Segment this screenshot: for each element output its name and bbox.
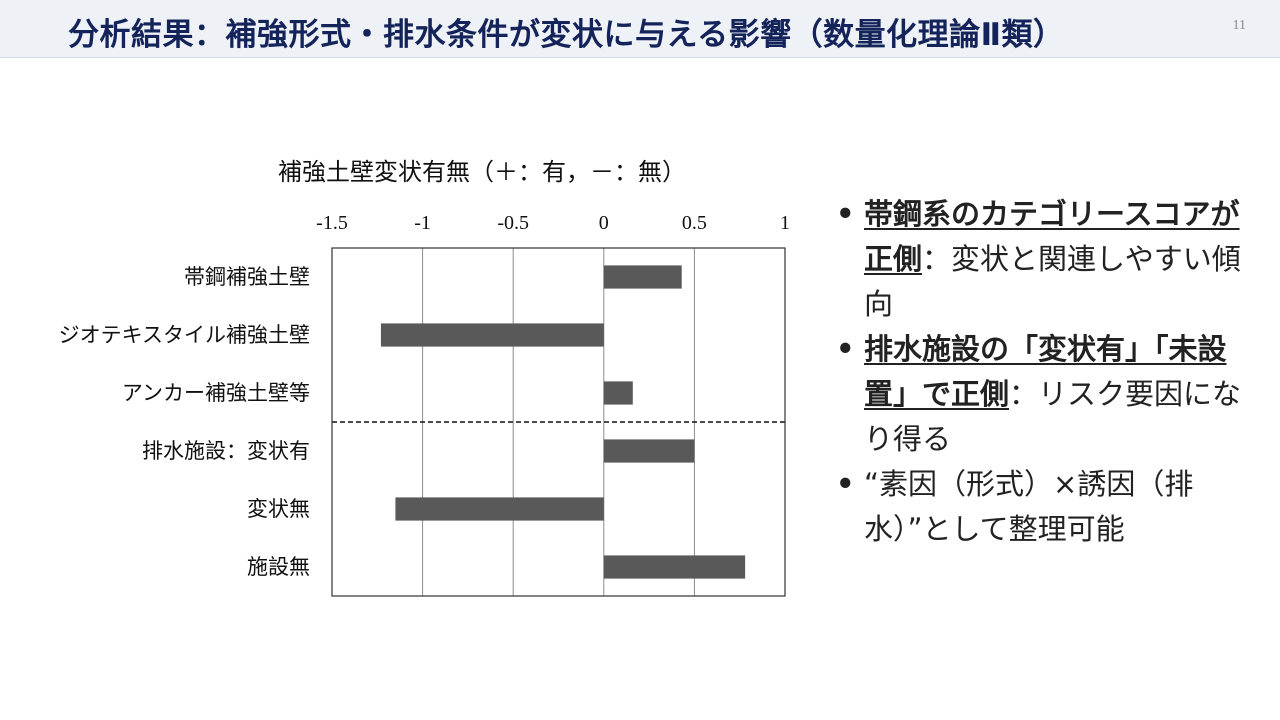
- category-label: 施設無: [247, 555, 310, 579]
- slide-title: 分析結果：補強形式・排水条件が変状に与える影響（数量化理論Ⅱ類）: [68, 17, 1065, 53]
- bullet-emphasis: 帯鋼系のカテゴリースコアが正側: [864, 197, 1240, 276]
- bullet-text: “素因（形式）×誘因（排水）”として整理可能: [864, 467, 1194, 546]
- bullet-marker: •: [836, 332, 855, 366]
- x-tick-label: -1: [414, 212, 431, 234]
- bar: [603, 555, 746, 579]
- bar: [603, 381, 633, 405]
- bar: [395, 497, 604, 521]
- title-bar: 分析結果：補強形式・排水条件が変状に与える影響（数量化理論Ⅱ類） 11: [0, 0, 1280, 58]
- bullet-list: • 帯鋼系のカテゴリースコアが正側：変状と関連しやすい傾向 • 排水施設の「変状…: [836, 192, 1256, 552]
- bullet-text: ：変状と関連しやすい傾向: [864, 242, 1241, 321]
- x-tick-label: -1.5: [316, 212, 348, 234]
- x-tick-label: 0.5: [682, 212, 707, 234]
- bullet-item: • 帯鋼系のカテゴリースコアが正側：変状と関連しやすい傾向: [836, 192, 1256, 327]
- category-label: 変状無: [247, 497, 310, 521]
- bar: [603, 439, 695, 463]
- bullet-item: • “素因（形式）×誘因（排水）”として整理可能: [836, 462, 1256, 552]
- x-tick-label: -0.5: [497, 212, 529, 234]
- plot-frame: [331, 247, 786, 597]
- bullet-marker: •: [836, 467, 855, 501]
- bullet-emphasis: 排水施設の「変状有」「未設置」で正側: [864, 332, 1227, 411]
- bullet-marker: •: [836, 197, 855, 231]
- page-number: 11: [1232, 18, 1246, 33]
- category-label: アンカー補強土壁等: [122, 381, 310, 405]
- x-tick-labels: -1.5 -1 -0.5 0 0.5 1: [316, 212, 790, 234]
- chart-title: 補強土壁変状有無（＋：有，－：無）: [278, 159, 686, 186]
- bar: [603, 265, 682, 289]
- x-tick-label: 0: [599, 212, 609, 234]
- bullet-text: ：リスク要因になり得る: [864, 377, 1242, 456]
- chart-container: 補強土壁変状有無（＋：有，－：無） -1.5 -1 -0.5 0 0.5 1 帯鋼補強土壁…: [0, 140, 820, 620]
- bars: [380, 265, 746, 579]
- bullet-item: • 排水施設の「変状有」「未設置」で正側：リスク要因になり得る: [836, 327, 1256, 462]
- bar-chart: 補強土壁変状有無（＋：有，－：無） -1.5 -1 -0.5 0 0.5 1 帯鋼補強土壁…: [59, 159, 790, 597]
- category-label: ジオテキスタイル補強土壁: [59, 323, 310, 347]
- category-label: 帯鋼補強土壁: [184, 265, 310, 289]
- category-labels: 帯鋼補強土壁ジオテキスタイル補強土壁アンカー補強土壁等排水施設：変状有変状無施設…: [59, 265, 310, 579]
- category-label: 排水施設：変状有: [142, 439, 310, 463]
- bar: [380, 323, 604, 347]
- x-tick-label: 1: [780, 212, 790, 234]
